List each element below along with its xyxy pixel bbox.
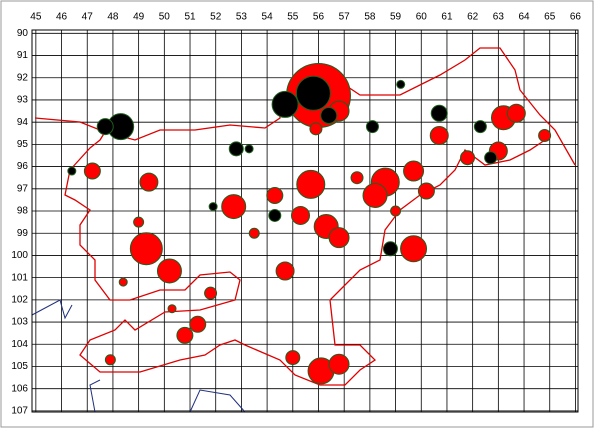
bubble — [362, 182, 388, 208]
bubble — [390, 205, 402, 217]
bubble — [538, 128, 552, 142]
bubble — [204, 286, 218, 300]
bubble — [118, 277, 128, 287]
bubble — [396, 79, 406, 89]
bubble — [291, 205, 311, 225]
x-tick-label: 45 — [30, 12, 42, 23]
bubble — [403, 160, 425, 182]
bubble — [417, 182, 435, 200]
y-tick-label: 95 — [17, 139, 29, 150]
bubble — [268, 208, 282, 222]
x-tick-label: 52 — [210, 12, 222, 23]
x-tick-label: 63 — [493, 12, 505, 23]
bubble — [266, 186, 284, 204]
bubble — [156, 258, 182, 284]
water-line — [31, 299, 246, 413]
plot-border — [31, 29, 579, 413]
bubble — [221, 194, 247, 220]
bubble — [309, 122, 323, 136]
y-tick-label: 106 — [11, 383, 28, 394]
bubble — [400, 235, 428, 263]
y-tick-label: 96 — [17, 161, 29, 172]
bubbles — [67, 63, 552, 385]
bubble — [139, 172, 159, 192]
bubble — [296, 169, 326, 199]
y-tick-label: 101 — [11, 272, 28, 283]
bubble — [96, 118, 114, 136]
x-tick-label: 58 — [364, 12, 376, 23]
x-tick-label: 53 — [236, 12, 248, 23]
bubble — [83, 162, 101, 180]
bubble — [382, 241, 398, 257]
bubble — [67, 166, 77, 176]
y-tick-label: 92 — [17, 72, 29, 83]
x-tick-label: 54 — [262, 12, 274, 23]
bubble — [285, 350, 301, 366]
bubble — [350, 171, 364, 185]
x-tick-label: 55 — [287, 12, 299, 23]
x-tick-label: 59 — [390, 12, 402, 23]
x-tick-label: 51 — [184, 12, 196, 23]
x-tick-label: 49 — [133, 12, 145, 23]
x-tick-label: 46 — [56, 12, 68, 23]
bubble — [104, 354, 116, 366]
bubble — [271, 90, 299, 118]
bubble — [248, 227, 260, 239]
x-tick-label: 65 — [544, 12, 556, 23]
y-tick-label: 90 — [17, 28, 29, 39]
bubble — [506, 103, 526, 123]
bubble — [129, 232, 163, 266]
bubble — [295, 75, 331, 111]
y-tick-label: 107 — [11, 406, 28, 417]
x-tick-label: 64 — [518, 12, 530, 23]
x-tick-label: 66 — [570, 12, 582, 23]
bubble — [320, 107, 338, 125]
bubble — [429, 125, 449, 145]
x-tick-label: 48 — [107, 12, 119, 23]
bubble — [133, 216, 145, 228]
bubble — [189, 315, 207, 333]
bubble — [430, 104, 448, 122]
x-tick-label: 61 — [441, 12, 453, 23]
bubble — [275, 261, 295, 281]
y-tick-label: 100 — [11, 250, 28, 261]
bubble — [328, 353, 350, 375]
x-tick-label: 47 — [82, 12, 94, 23]
y-tick-label: 98 — [17, 206, 29, 217]
y-tick-label: 94 — [17, 117, 29, 128]
bubble — [244, 144, 254, 154]
bubble — [228, 141, 244, 157]
x-tick-label: 62 — [467, 12, 479, 23]
x-tick-label: 56 — [313, 12, 325, 23]
bubble — [176, 326, 194, 344]
x-tick-label: 60 — [416, 12, 428, 23]
bubble — [328, 227, 350, 249]
x-tick-label: 50 — [159, 12, 171, 23]
y-tick-label: 93 — [17, 95, 29, 106]
y-tick-label: 103 — [11, 317, 28, 328]
bubble — [460, 150, 476, 166]
y-tick-label: 91 — [17, 50, 29, 61]
bubble — [484, 151, 498, 165]
y-tick-label: 105 — [11, 361, 28, 372]
x-tick-label: 57 — [339, 12, 351, 23]
y-tick-label: 99 — [17, 228, 29, 239]
y-tick-label: 97 — [17, 183, 29, 194]
bubble — [208, 202, 218, 212]
bubble — [365, 120, 379, 134]
y-tick-label: 104 — [11, 339, 28, 350]
bubble — [167, 304, 177, 314]
bubble — [473, 120, 487, 134]
y-tick-label: 102 — [11, 294, 28, 305]
